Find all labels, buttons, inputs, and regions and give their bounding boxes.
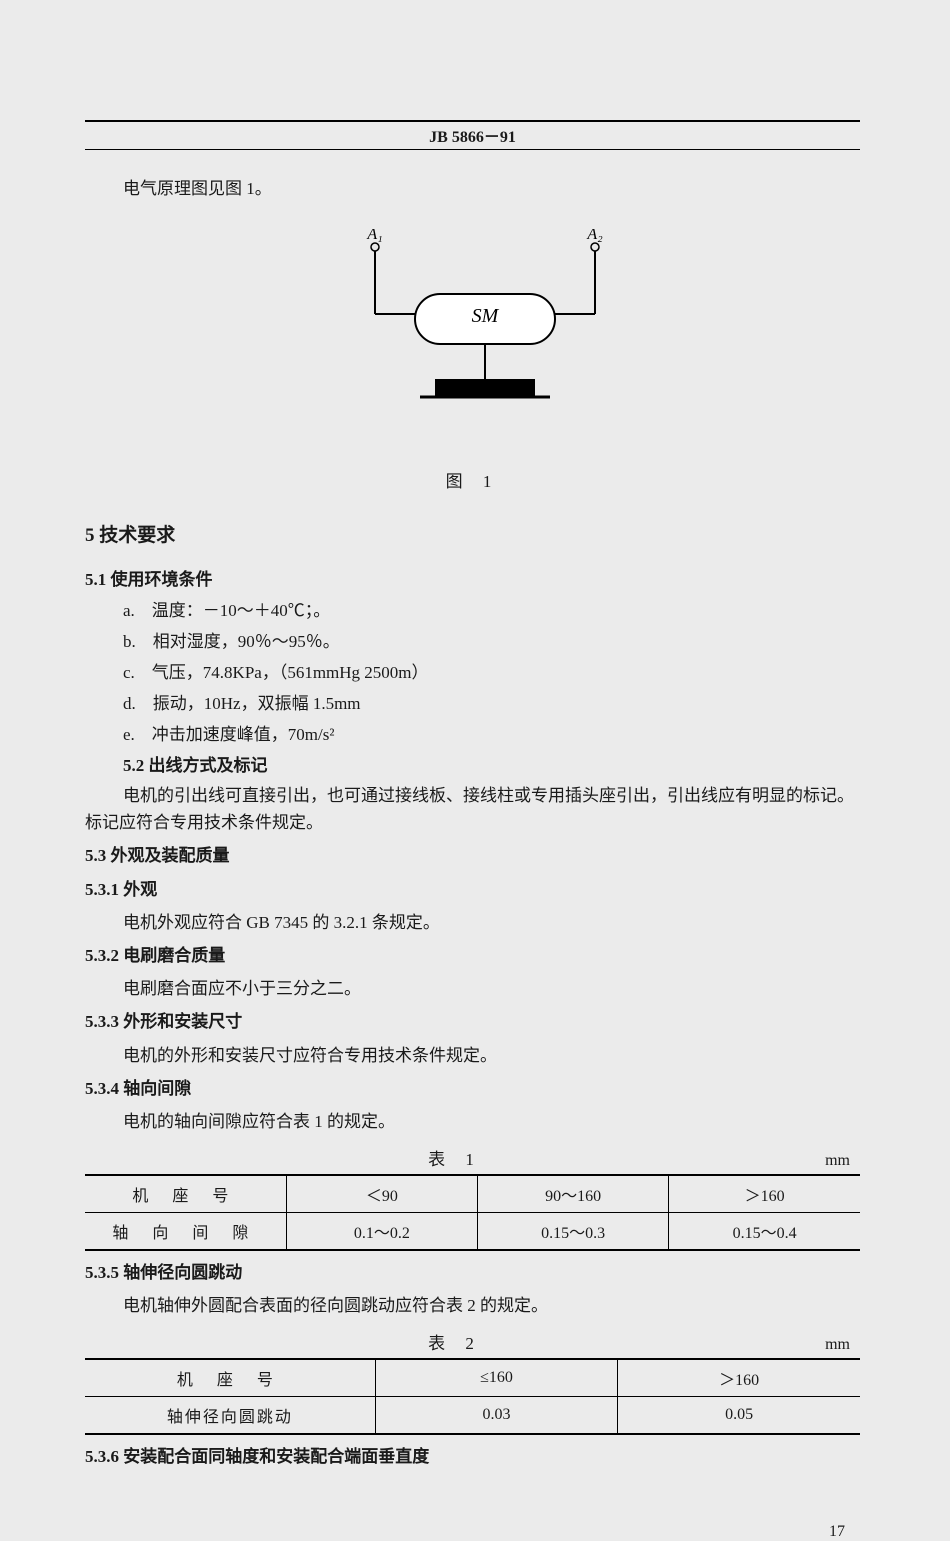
item-5-1-d: d. 振动，10Hz，双振幅 1.5mm: [123, 689, 860, 714]
table-row: 轴伸径向圆跳动 0.03 0.05: [85, 1397, 860, 1435]
heading-5-3-3: 5.3.3 外形和安装尺寸: [85, 1008, 860, 1035]
table-row: 机 座 号 ＜90 90～160 ＞160: [85, 1175, 860, 1213]
table-2-r0-c0: ≤160: [375, 1359, 617, 1397]
table-1-r1-c2: 0.15～0.4: [669, 1213, 860, 1251]
heading-5-3-6: 5.3.6 安装配合面同轴度和安装配合端面垂直度: [85, 1443, 860, 1470]
standard-code: JB 5866－91: [85, 123, 860, 147]
table-1-r0-label: 机 座 号: [85, 1175, 286, 1213]
table-1-caption-row: 表 1 mm: [85, 1145, 860, 1170]
page-content: JB 5866－91 电气原理图见图 1。 A₁ A₂ SM 图 1 5 技术要: [85, 120, 860, 1471]
header-rule-bottom: [85, 149, 860, 150]
heading-5-3-4: 5.3.4 轴向间隙: [85, 1075, 860, 1102]
table-1-unit: mm: [825, 1152, 860, 1170]
item-5-1-a: a. 温度：－10～＋40℃；。: [123, 596, 860, 621]
item-5-1-b: b. 相对湿度，90％～95％。: [123, 627, 860, 652]
table-2-r1-label: 轴伸径向圆跳动: [85, 1397, 375, 1435]
label-a1: A₁: [366, 229, 382, 243]
heading-5-3-1: 5.3.1 外观: [85, 876, 860, 903]
table-1-r0-c0: ＜90: [286, 1175, 477, 1213]
table-2-r1-c0: 0.03: [375, 1397, 617, 1435]
figure-1: A₁ A₂ SM: [85, 229, 860, 459]
table-row: 轴 向 间 隙 0.1～0.2 0.15～0.3 0.15～0.4: [85, 1213, 860, 1251]
table-1-r0-c2: ＞160: [669, 1175, 860, 1213]
heading-5-3-2: 5.3.2 电刷磨合质量: [85, 942, 860, 969]
sm-label: SM: [472, 305, 500, 327]
text-5-2: 电机的引出线可直接引出，也可通过接线板、接线柱或专用插头座引出，引出线应有明显的…: [85, 782, 860, 836]
table-2-unit: mm: [825, 1336, 860, 1354]
heading-5-1: 5.1 使用环境条件: [85, 565, 860, 590]
text-5-3-4: 电机的轴向间隙应符合表 1 的规定。: [123, 1108, 860, 1135]
table-2-r0-label: 机 座 号: [85, 1359, 375, 1397]
item-5-1-e: e. 冲击加速度峰值，70m/s²: [123, 720, 860, 745]
heading-5-3: 5.3 外观及装配质量: [85, 842, 860, 869]
label-a2: A₂: [586, 229, 603, 243]
table-1: 机 座 号 ＜90 90～160 ＞160 轴 向 间 隙 0.1～0.2 0.…: [85, 1174, 860, 1251]
base-block: [435, 379, 535, 397]
page-number: 17: [829, 1523, 845, 1541]
heading-5-2: 5.2 出线方式及标记: [123, 751, 860, 776]
text-5-3-5: 电机轴伸外圆配合表面的径向圆跳动应符合表 2 的规定。: [123, 1292, 860, 1319]
heading-5: 5 技术要求: [85, 520, 860, 547]
text-5-3-1: 电机外观应符合 GB 7345 的 3.2.1 条规定。: [123, 909, 860, 936]
table-2-caption-row: 表 2 mm: [85, 1329, 860, 1354]
table-1-r1-c1: 0.15～0.3: [478, 1213, 669, 1251]
item-5-1-c: c. 气压，74.8KPa，（561mmHg 2500m）: [123, 658, 860, 683]
table-1-r1-c0: 0.1～0.2: [286, 1213, 477, 1251]
intro-text: 电气原理图见图 1。: [123, 174, 860, 199]
header-rule-top: [85, 120, 860, 122]
table-1-r0-c1: 90～160: [478, 1175, 669, 1213]
table-1-caption: 表 1: [85, 1145, 825, 1170]
text-5-3-2: 电刷磨合面应不小于三分之二。: [123, 975, 860, 1002]
terminal-a1: [371, 243, 379, 251]
figure-caption-1: 图 1: [85, 467, 860, 492]
text-5-3-3: 电机的外形和安装尺寸应符合专用技术条件规定。: [123, 1042, 860, 1069]
heading-5-3-5: 5.3.5 轴伸径向圆跳动: [85, 1259, 860, 1286]
table-2-r0-c1: ＞160: [618, 1359, 860, 1397]
table-row: 机 座 号 ≤160 ＞160: [85, 1359, 860, 1397]
table-2-r1-c1: 0.05: [618, 1397, 860, 1435]
terminal-a2: [591, 243, 599, 251]
table-1-r1-label: 轴 向 间 隙: [85, 1213, 286, 1251]
schematic-diagram: A₁ A₂ SM: [325, 229, 655, 449]
table-2: 机 座 号 ≤160 ＞160 轴伸径向圆跳动 0.03 0.05: [85, 1358, 860, 1435]
table-2-caption: 表 2: [85, 1329, 825, 1354]
